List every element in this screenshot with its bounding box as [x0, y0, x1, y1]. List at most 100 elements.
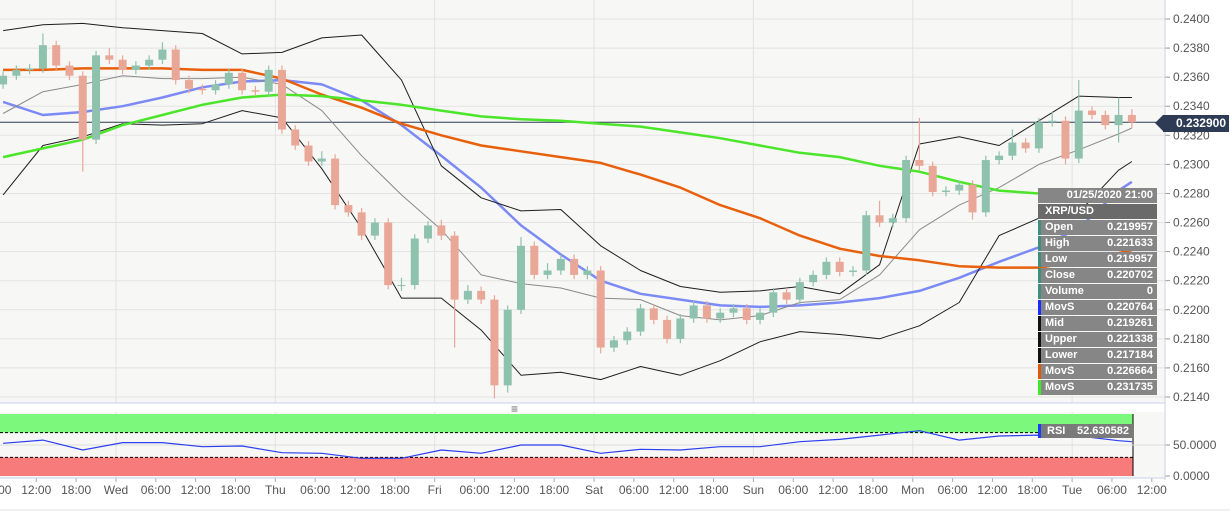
candle-body-up — [0, 75, 8, 85]
candle-body-up — [410, 238, 419, 286]
y-tick-label: 0.2360 — [1173, 70, 1210, 84]
rsi-overbought-band — [0, 414, 1133, 433]
candle-body-down — [875, 215, 884, 223]
info-row-label: Mid — [1045, 317, 1064, 329]
candle-body-down — [277, 69, 286, 130]
candle-body-up — [1074, 110, 1083, 159]
candle-body-up — [1114, 114, 1123, 126]
candle-body-down — [185, 80, 193, 89]
y-tick-label: 0.2220 — [1173, 274, 1210, 288]
rsi-y-tick-label: 50.0000 — [1173, 438, 1217, 452]
candle-body-up — [809, 274, 818, 283]
x-tick-label: 12:00 — [977, 483, 1007, 497]
info-row-open: Open 0.219957 — [1038, 220, 1157, 235]
candle-body-up — [224, 72, 233, 85]
x-tick-label: 12:00 — [181, 483, 211, 497]
bb-upper-line — [3, 22, 1132, 295]
candle-body-down — [304, 145, 313, 162]
candle-body-down — [78, 75, 87, 140]
last-price-tag: 0.232900 — [1155, 115, 1229, 132]
candle-body-down — [1101, 114, 1110, 126]
y-tick-label: 0.2340 — [1173, 99, 1210, 113]
info-row-label: MovS — [1045, 365, 1075, 377]
x-tick-label: 12:00 — [340, 483, 370, 497]
candle-body-down — [238, 72, 247, 91]
axes: 0.24000.23800.23600.23400.23200.23000.22… — [0, 12, 1217, 497]
rsi-value: 52.630582 — [1077, 425, 1129, 437]
candle-body-up — [583, 270, 592, 275]
candle-body-down — [477, 290, 486, 300]
candle-body-up — [424, 225, 433, 239]
x-tick-label: 12:00 — [818, 483, 848, 497]
candle-body-down — [251, 90, 260, 92]
candle-body-down — [596, 270, 605, 348]
movs-orange-line — [3, 67, 1133, 269]
candle-body-up — [556, 258, 565, 271]
candle-body-down — [835, 261, 844, 272]
panel-resize-handle-icon[interactable]: ≡ — [511, 402, 519, 416]
info-row-movs: MovS 0.220764 — [1038, 300, 1157, 315]
x-tick-label: 18:00 — [539, 483, 569, 497]
candle-body-up — [145, 59, 154, 66]
x-tick-label: Thu — [265, 483, 286, 497]
candle-body-up — [211, 84, 220, 91]
candle-body-up — [25, 68, 34, 70]
info-row-mid: Mid 0.219261 — [1038, 316, 1157, 331]
info-row-value: 0.220702 — [1107, 269, 1153, 281]
series-color-marker — [1038, 380, 1041, 395]
candle-body-up — [862, 215, 871, 271]
series-color-marker — [1038, 268, 1041, 283]
candle-body-up — [888, 218, 897, 223]
info-datetime: 01/25/2020 21:00 — [1066, 189, 1153, 201]
x-tick-label: 18:00 — [61, 483, 91, 497]
candle-body-down — [742, 308, 751, 320]
x-tick-label: Mon — [901, 483, 924, 497]
series-color-marker — [1038, 284, 1041, 299]
candle-body-down — [968, 184, 977, 213]
movs-blue-line — [2, 78, 1133, 309]
info-row-value: 0.221633 — [1107, 237, 1153, 249]
y-tick-label: 0.2160 — [1173, 361, 1210, 375]
candle-body-up — [543, 270, 552, 275]
x-tick-label: 18:00 — [699, 483, 729, 497]
info-row-high: High 0.221633 — [1038, 236, 1157, 251]
x-tick-label: Sat — [585, 483, 604, 497]
x-tick-label: 18:00 — [380, 483, 410, 497]
info-row-value: 0 — [1146, 285, 1153, 297]
candle-body-down — [357, 212, 366, 236]
movs-green-line — [2, 93, 1132, 198]
info-row-label: Open — [1045, 221, 1074, 233]
candle-body-up — [1048, 120, 1057, 123]
candle-body-up — [795, 282, 804, 300]
y-tick-label: 0.2380 — [1173, 41, 1210, 55]
x-tick-label: 06:00 — [619, 483, 649, 497]
x-tick-label: 06:00 — [141, 483, 171, 497]
candle-body-up — [1008, 142, 1017, 156]
candle-body-down — [331, 158, 340, 206]
info-row-label: Lower — [1045, 349, 1078, 361]
candle-body-up — [981, 160, 990, 213]
rsi-oversold-band — [0, 457, 1133, 476]
candle-body-down — [198, 88, 207, 91]
candle-body-down — [437, 225, 446, 236]
series-color-marker — [1038, 316, 1041, 331]
info-row-value: 0.221338 — [1107, 333, 1153, 345]
series-color-marker — [1038, 300, 1041, 315]
candle-body-up — [12, 69, 21, 76]
candle-body-down — [1061, 120, 1070, 159]
y-tick-label: 0.2180 — [1173, 332, 1210, 346]
info-row-value: 0.219957 — [1107, 253, 1153, 265]
candle-body-up — [756, 312, 765, 320]
info-row-label: Low — [1045, 253, 1067, 265]
x-tick-label: 18:00 — [1017, 483, 1047, 497]
candle-body-down — [530, 245, 539, 275]
info-symbol: XRP/USD — [1045, 205, 1094, 217]
series-color-marker — [1038, 252, 1041, 267]
candle-body-up — [503, 309, 512, 386]
info-row-label: High — [1045, 237, 1070, 249]
x-tick-label: 06:00 — [460, 483, 490, 497]
candle-body-down — [384, 222, 393, 286]
candle-body-up — [463, 290, 472, 300]
candle-body-down — [65, 65, 74, 76]
